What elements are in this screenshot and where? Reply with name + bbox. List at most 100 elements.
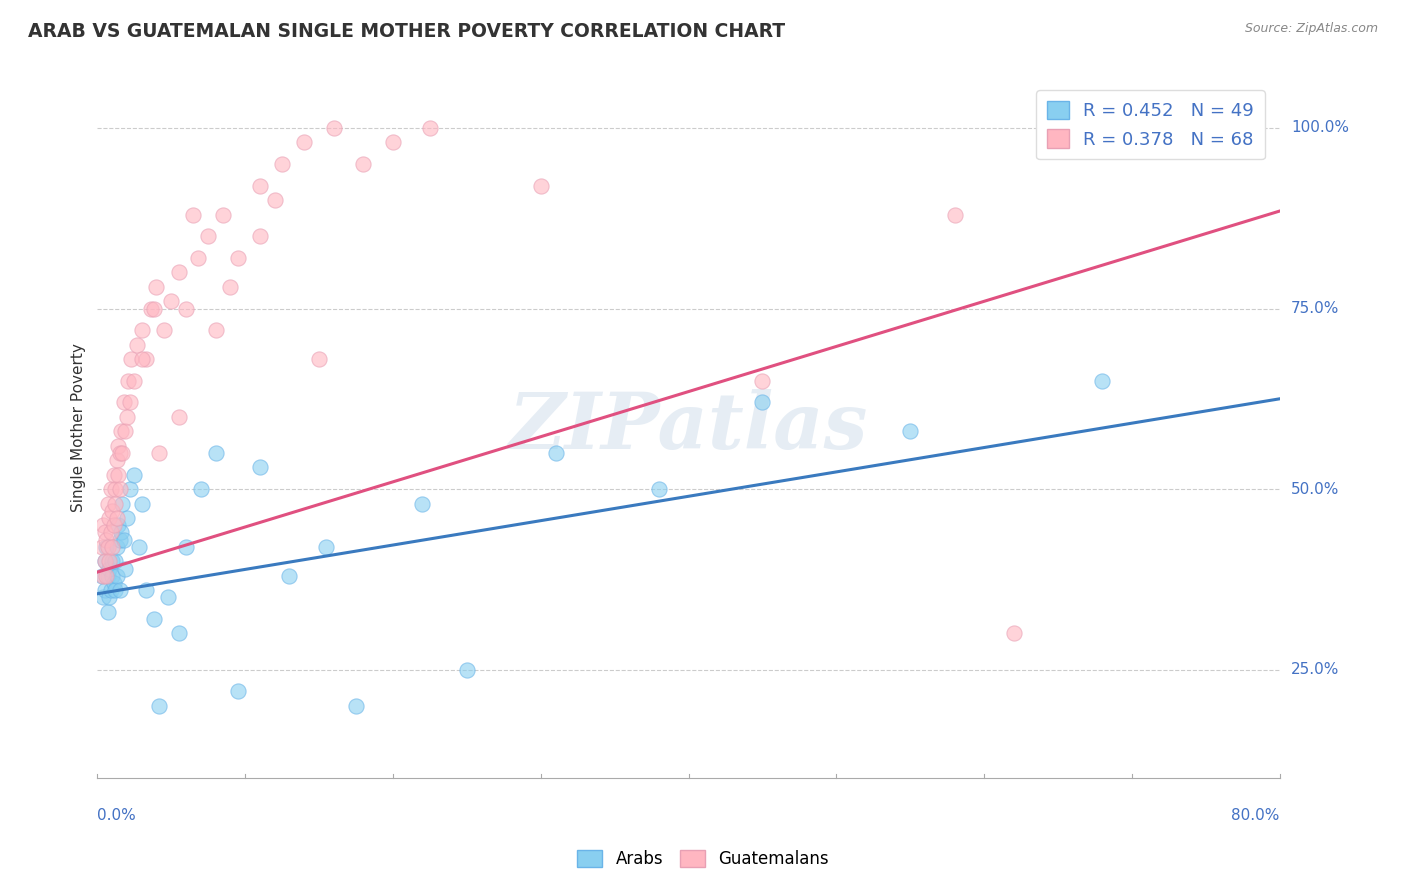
Point — [108, 446, 131, 460]
Point — [111, 446, 134, 460]
Point — [91, 591, 114, 605]
Point — [112, 395, 135, 409]
Point — [97, 605, 120, 619]
Point — [128, 540, 150, 554]
Text: 75.0%: 75.0% — [1291, 301, 1339, 316]
Point — [898, 425, 921, 439]
Point — [108, 583, 131, 598]
Text: 25.0%: 25.0% — [1291, 662, 1339, 677]
Point — [101, 568, 124, 582]
Point — [107, 467, 129, 482]
Point — [105, 511, 128, 525]
Point — [98, 561, 121, 575]
Point — [100, 482, 122, 496]
Point — [544, 446, 567, 460]
Point — [96, 540, 118, 554]
Point — [160, 294, 183, 309]
Point — [419, 120, 441, 135]
Point — [153, 323, 176, 337]
Point — [127, 337, 149, 351]
Point — [90, 540, 112, 554]
Text: 100.0%: 100.0% — [1291, 120, 1348, 136]
Point — [117, 374, 139, 388]
Point — [174, 540, 197, 554]
Text: 50.0%: 50.0% — [1291, 482, 1339, 497]
Point — [212, 208, 235, 222]
Point — [90, 568, 112, 582]
Point — [943, 208, 966, 222]
Point — [110, 525, 132, 540]
Point — [142, 301, 165, 316]
Text: 80.0%: 80.0% — [1232, 808, 1279, 823]
Legend: Arabs, Guatemalans: Arabs, Guatemalans — [571, 843, 835, 875]
Point — [108, 482, 131, 496]
Point — [648, 482, 671, 496]
Point — [190, 482, 212, 496]
Point — [411, 496, 433, 510]
Point — [131, 323, 153, 337]
Point — [167, 409, 190, 424]
Point — [187, 251, 209, 265]
Point — [103, 518, 125, 533]
Point — [96, 568, 118, 582]
Legend: R = 0.452   N = 49, R = 0.378   N = 68: R = 0.452 N = 49, R = 0.378 N = 68 — [1036, 90, 1265, 160]
Point — [204, 446, 226, 460]
Point — [112, 533, 135, 547]
Point — [100, 583, 122, 598]
Text: ZIPatlas: ZIPatlas — [509, 390, 869, 466]
Point — [120, 352, 142, 367]
Point — [124, 467, 146, 482]
Point — [104, 583, 127, 598]
Point — [219, 280, 242, 294]
Point — [114, 425, 136, 439]
Point — [104, 482, 127, 496]
Point — [530, 178, 553, 193]
Point — [93, 525, 115, 540]
Point — [263, 193, 285, 207]
Point — [322, 120, 344, 135]
Point — [101, 540, 124, 554]
Point — [157, 591, 180, 605]
Point — [115, 409, 138, 424]
Point — [167, 626, 190, 640]
Text: ARAB VS GUATEMALAN SINGLE MOTHER POVERTY CORRELATION CHART: ARAB VS GUATEMALAN SINGLE MOTHER POVERTY… — [28, 22, 785, 41]
Point — [98, 554, 121, 568]
Point — [183, 208, 205, 222]
Point — [98, 511, 121, 525]
Point — [103, 467, 125, 482]
Point — [110, 425, 132, 439]
Point — [135, 352, 157, 367]
Point — [148, 698, 170, 713]
Point — [98, 591, 121, 605]
Point — [118, 395, 141, 409]
Point — [107, 518, 129, 533]
Point — [93, 583, 115, 598]
Point — [226, 684, 249, 698]
Point — [101, 554, 124, 568]
Point — [97, 496, 120, 510]
Point — [249, 460, 271, 475]
Point — [167, 265, 190, 279]
Point — [103, 576, 125, 591]
Point — [124, 374, 146, 388]
Point — [751, 374, 773, 388]
Point — [751, 395, 773, 409]
Point — [145, 280, 167, 294]
Point — [1002, 626, 1025, 640]
Point — [96, 533, 118, 547]
Point — [197, 229, 219, 244]
Point — [93, 554, 115, 568]
Point — [93, 554, 115, 568]
Point — [135, 583, 157, 598]
Point — [271, 157, 294, 171]
Point — [292, 136, 315, 150]
Point — [97, 568, 120, 582]
Point — [142, 612, 165, 626]
Point — [114, 561, 136, 575]
Point — [308, 352, 330, 367]
Y-axis label: Single Mother Poverty: Single Mother Poverty — [72, 343, 86, 512]
Point — [105, 568, 128, 582]
Point — [104, 554, 127, 568]
Point — [1091, 374, 1114, 388]
Point — [101, 504, 124, 518]
